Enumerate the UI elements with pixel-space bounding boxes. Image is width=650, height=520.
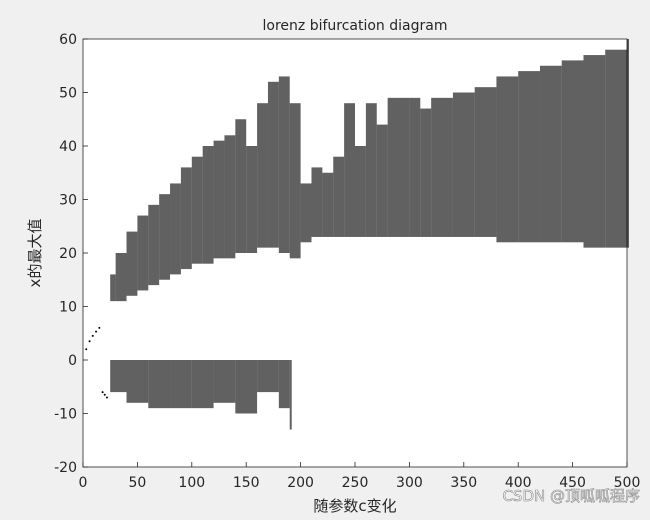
y-axis-label: x的最大值: [26, 219, 44, 288]
range-band: [191, 360, 214, 409]
x-tick-label: 0: [79, 475, 88, 491]
x-tick-label: 200: [287, 475, 314, 491]
range-band: [257, 103, 268, 248]
range-band: [539, 65, 562, 243]
range-band: [257, 360, 279, 393]
range-band: [496, 76, 519, 243]
chart-title: lorenz bifurcation diagram: [263, 18, 448, 34]
range-band: [344, 103, 355, 237]
y-tick-label: 30: [59, 193, 77, 209]
range-band: [170, 360, 192, 409]
watermark: CSDN @顶呱呱程序: [502, 487, 640, 505]
x-tick-label: 50: [128, 475, 146, 491]
range-band: [452, 92, 475, 237]
y-tick-label: -10: [54, 407, 77, 423]
range-band: [289, 360, 292, 430]
range-band: [115, 253, 127, 302]
range-band: [627, 39, 629, 248]
range-band: [235, 119, 247, 253]
point: [98, 326, 101, 329]
range-band: [202, 146, 214, 264]
point: [103, 393, 106, 396]
x-tick-label: 150: [233, 475, 260, 491]
range-band: [583, 55, 606, 248]
range-band: [148, 204, 160, 286]
range-band: [137, 215, 149, 291]
range-band: [289, 103, 301, 259]
range-band: [278, 360, 290, 409]
range-band: [213, 360, 236, 403]
range-band: [420, 108, 432, 237]
y-tick-label: 50: [59, 86, 77, 102]
range-band: [148, 360, 171, 409]
range-band: [322, 172, 334, 237]
range-band: [126, 231, 138, 296]
y-tick-label: 40: [59, 139, 77, 155]
range-band: [365, 103, 377, 237]
x-tick-label: 400: [505, 475, 532, 491]
point: [101, 391, 104, 394]
range-band: [267, 81, 279, 248]
point: [88, 340, 91, 343]
x-tick-label: 250: [342, 475, 369, 491]
range-band: [398, 97, 410, 237]
x-tick-label: 450: [559, 475, 586, 491]
range-band: [311, 167, 323, 237]
x-tick-label: 300: [396, 475, 423, 491]
range-band: [110, 360, 127, 393]
x-tick-label: 500: [614, 475, 641, 491]
range-band: [126, 360, 149, 403]
range-band: [191, 156, 203, 264]
range-band: [170, 183, 181, 275]
point: [95, 330, 98, 333]
y-tick-label: 10: [59, 300, 77, 316]
x-tick-label: 350: [450, 475, 477, 491]
range-band: [387, 97, 399, 237]
range-band: [474, 87, 497, 237]
range-band: [213, 140, 225, 259]
range-band: [409, 97, 421, 237]
point: [91, 334, 94, 337]
range-band: [518, 71, 540, 243]
point: [105, 396, 108, 399]
range-band: [224, 135, 236, 259]
range-band: [159, 194, 171, 280]
y-tick-label: 20: [59, 246, 77, 262]
y-tick-label: -20: [54, 460, 77, 476]
range-band: [180, 167, 192, 270]
range-band: [355, 146, 366, 237]
y-tick-label: 60: [59, 32, 77, 48]
x-tick-label: 100: [178, 475, 205, 491]
range-band: [333, 156, 345, 237]
range-band: [278, 76, 290, 253]
y-tick-label: 0: [68, 353, 77, 369]
range-band: [561, 60, 584, 243]
x-axis-label: 随参数c变化: [313, 497, 396, 515]
range-band: [246, 146, 258, 253]
point: [85, 348, 88, 351]
range-band: [235, 360, 258, 414]
range-band: [431, 97, 453, 237]
range-band: [300, 183, 312, 243]
range-band: [376, 124, 388, 237]
range-band: [110, 274, 116, 302]
range-band: [605, 49, 627, 248]
